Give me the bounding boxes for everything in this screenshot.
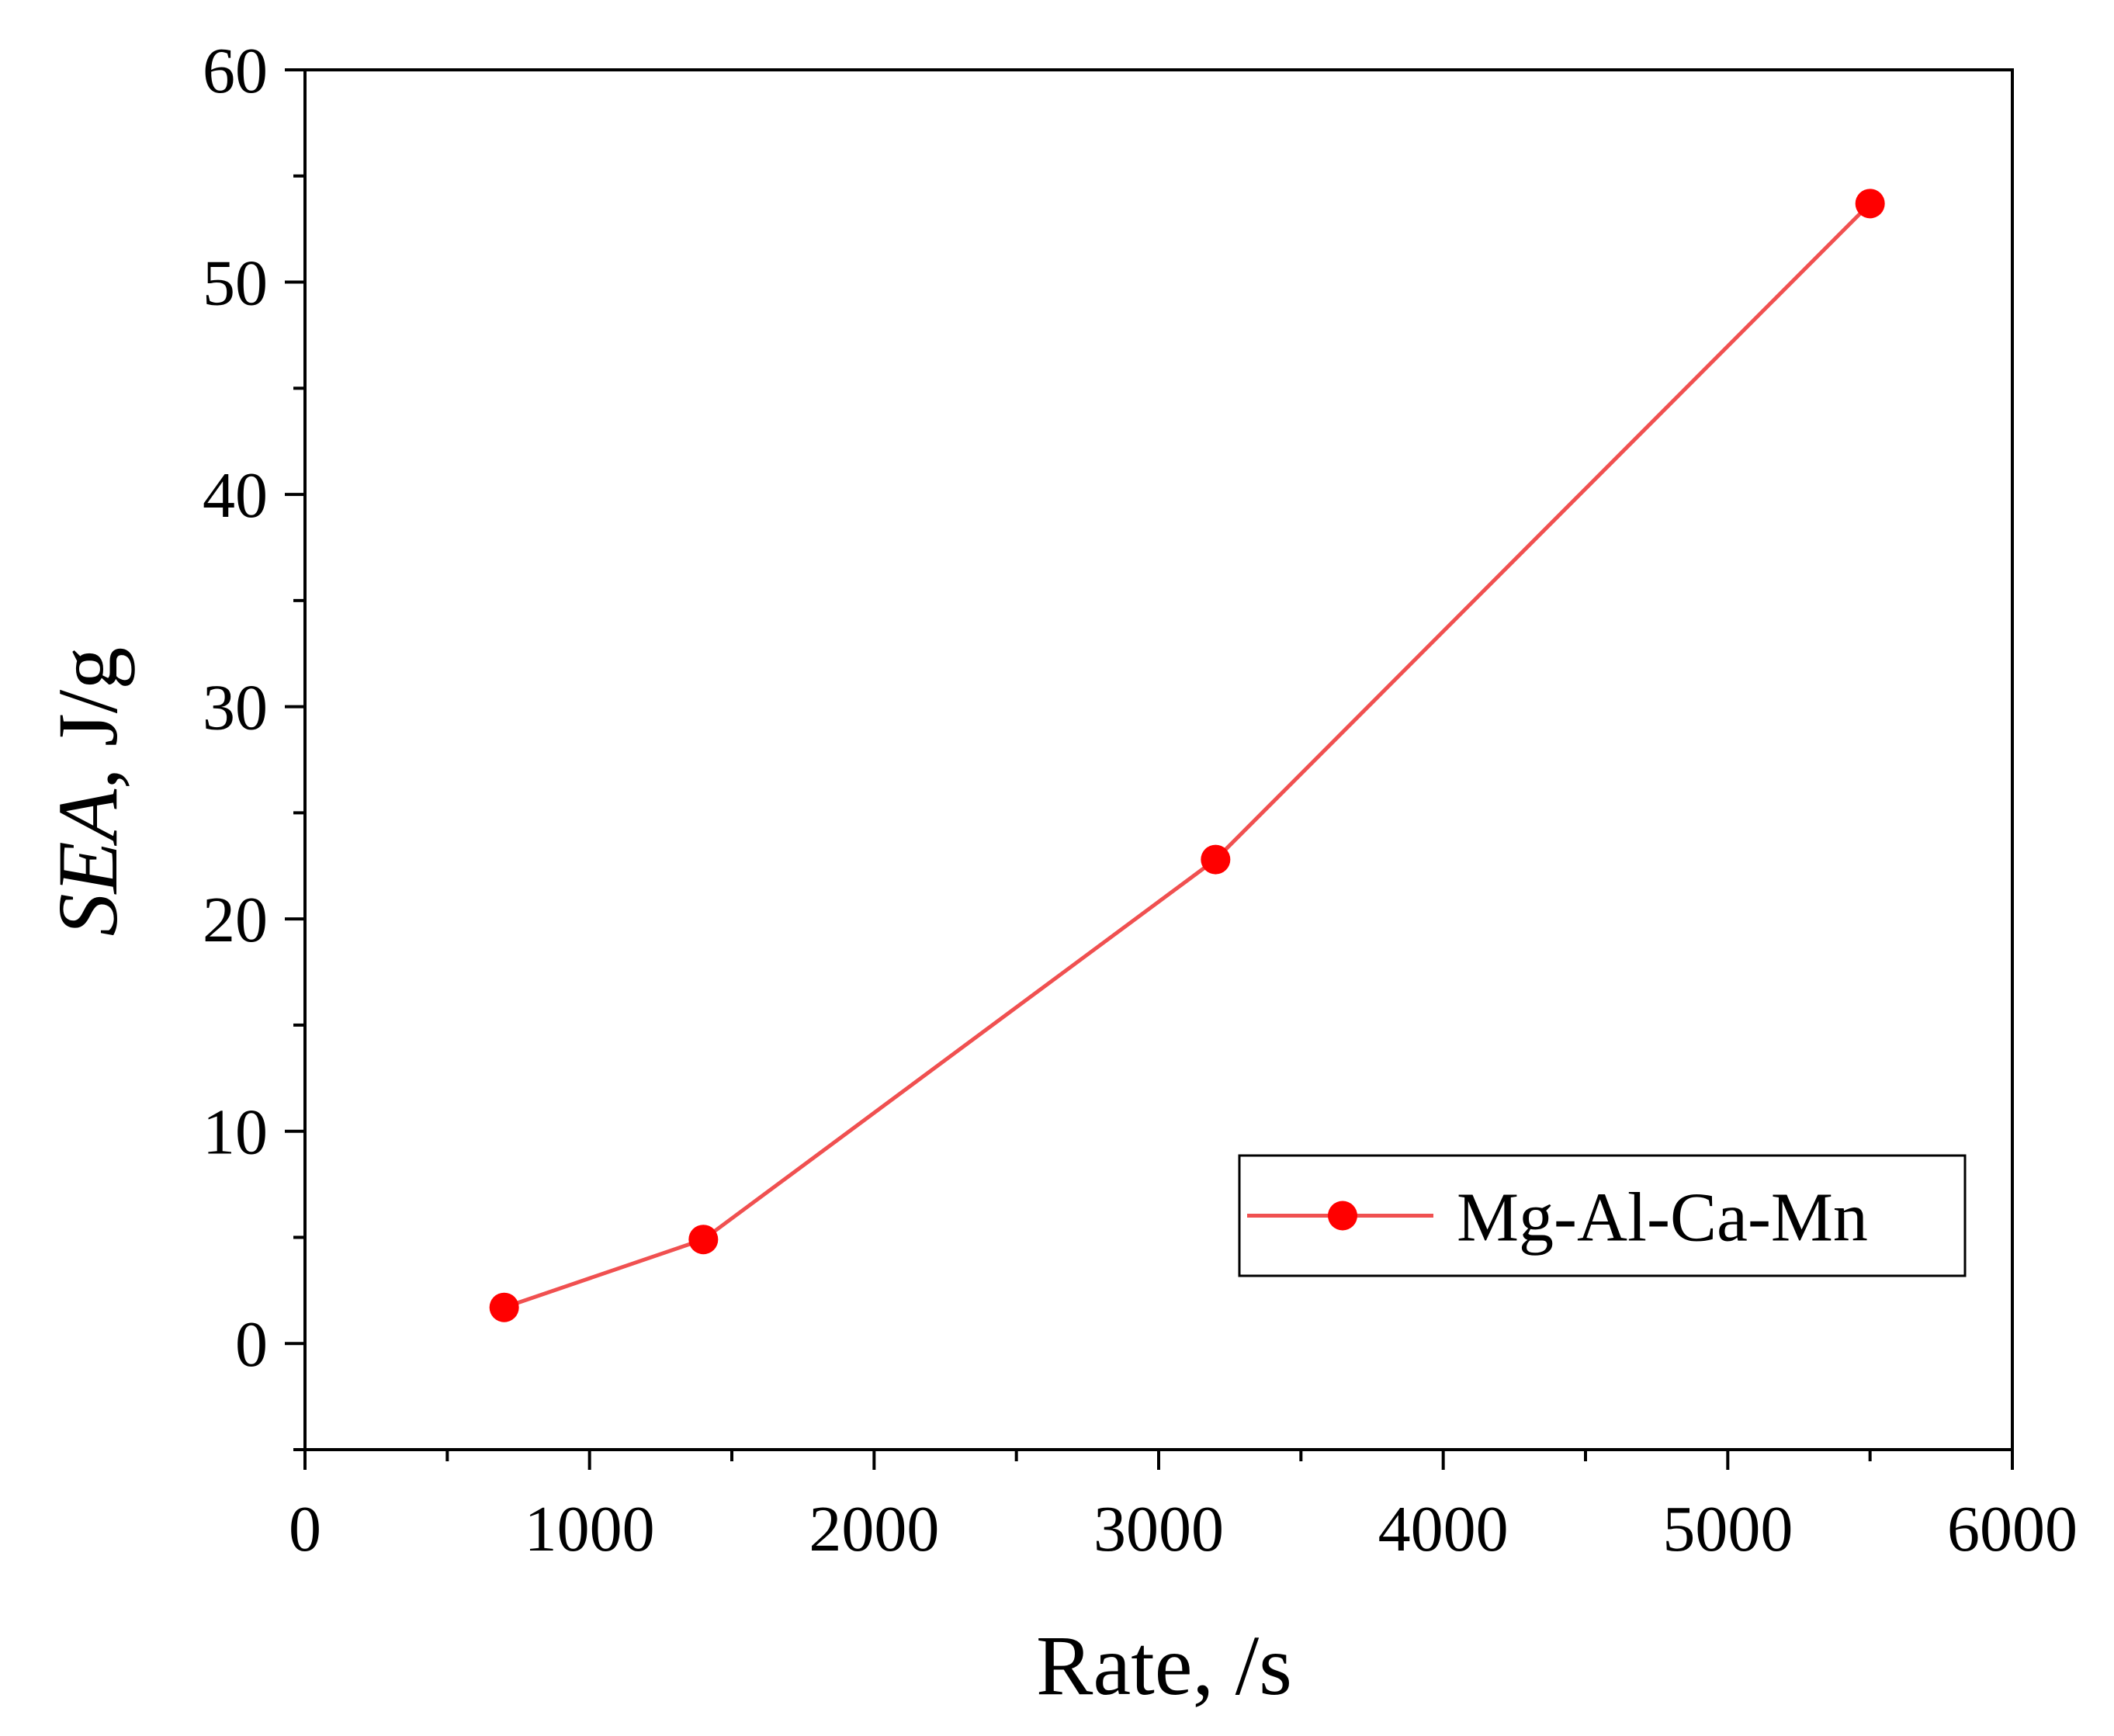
x-tick-label: 6000: [1947, 1493, 2078, 1565]
y-axis-title-variable: SEA: [40, 788, 135, 936]
x-tick-label: 0: [289, 1493, 321, 1565]
x-tick-label: 4000: [1378, 1493, 1509, 1565]
y-axis-title: SEA, J/g: [40, 647, 135, 937]
tick-labels: 0 1000 2000 3000 4000 5000 6000 0 10 20 30 40 50 60: [203, 35, 2078, 1565]
x-tick-label: 1000: [525, 1493, 655, 1565]
x-tick-label: 2000: [809, 1493, 939, 1565]
legend: Mg-Al-Ca-Mn: [1238, 1154, 1967, 1277]
legend-label: Mg-Al-Ca-Mn: [1457, 1180, 1868, 1256]
y-tick-label: 30: [203, 672, 268, 744]
data-point: [489, 1292, 519, 1322]
y-tick-label: 50: [203, 248, 268, 320]
data-point: [1201, 844, 1231, 875]
x-tick-label: 5000: [1662, 1493, 1793, 1565]
y-tick-label: 60: [203, 35, 268, 107]
legend-marker-swatch: [1328, 1201, 1357, 1231]
y-tick-label: 20: [203, 884, 268, 956]
y-tick-label: 10: [203, 1097, 268, 1169]
y-tick-label: 0: [235, 1308, 268, 1381]
y-tick-label: 40: [203, 459, 268, 532]
data-point: [1855, 189, 1885, 219]
ticks: [285, 68, 2014, 1470]
series-layer: [489, 189, 1885, 1322]
x-tick-label: 3000: [1093, 1493, 1224, 1565]
x-axis-title: Rate, /s: [1036, 1618, 1292, 1713]
data-point: [688, 1225, 719, 1255]
series-line: [503, 202, 1872, 1310]
y-axis-title-unit: , J/g: [40, 647, 135, 789]
